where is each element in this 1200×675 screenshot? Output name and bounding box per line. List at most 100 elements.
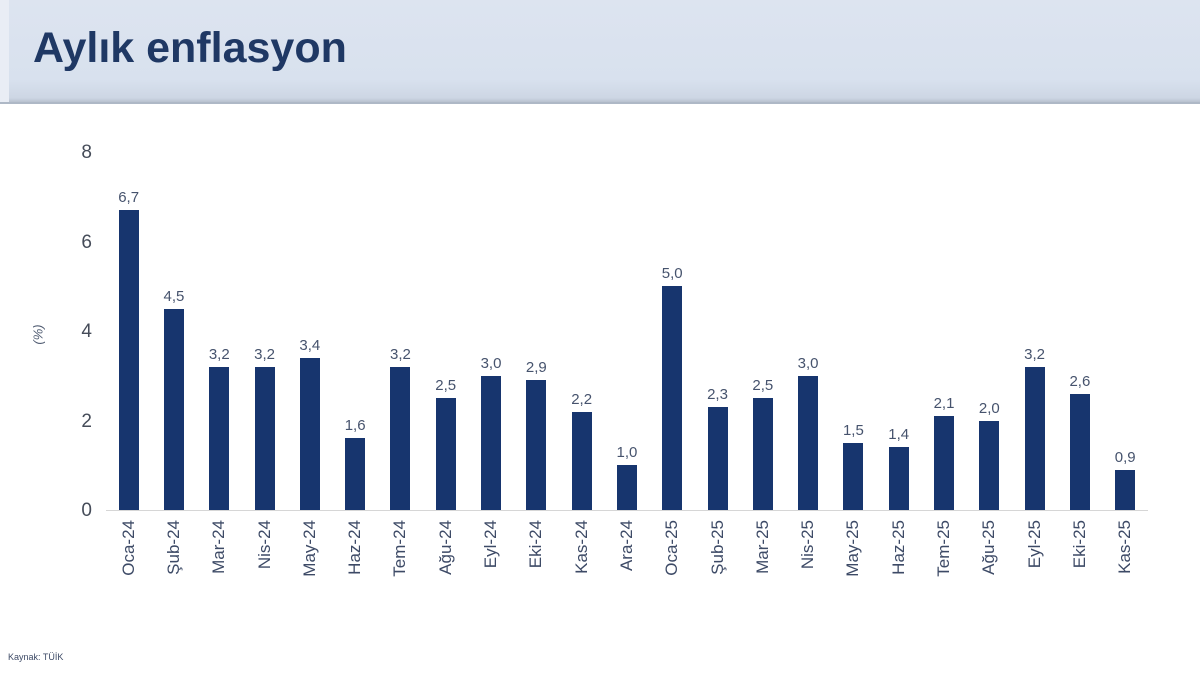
bar [571, 411, 592, 510]
bar-column: 2,3 Şub-25 [695, 152, 740, 575]
y-axis-tick: 8 [81, 142, 92, 163]
x-axis-label: Mar-24 [209, 520, 229, 574]
bar-value-label: 3,0 [797, 354, 819, 372]
x-axis-label: Tem-25 [933, 520, 953, 577]
bar [209, 366, 230, 510]
x-axis-line [106, 510, 1148, 511]
bar [1024, 366, 1045, 510]
bar-value-label: 4,5 [163, 287, 185, 305]
bar-value-label: 3,2 [1024, 345, 1046, 363]
x-axis-label: Eyl-25 [1024, 520, 1044, 569]
x-axis-label: Kas-25 [1115, 520, 1135, 574]
bar-column: 1,5 May-25 [831, 152, 876, 577]
x-axis-label: May-25 [843, 520, 863, 577]
bar-column: 2,0 Ağu-25 [967, 152, 1012, 575]
bar-column: 3,2 Nis-24 [242, 152, 287, 569]
bar-column: 2,6 Eki-25 [1057, 152, 1102, 569]
bar-column: 3,0 Eyl-24 [468, 152, 513, 568]
bar-column: 3,0 Nis-25 [785, 152, 830, 569]
bar-value-label: 2,9 [525, 359, 547, 377]
bar-value-label: 3,4 [299, 336, 321, 354]
bar-value-label: 2,3 [707, 386, 728, 404]
x-axis-label: Mar-25 [752, 520, 772, 574]
bar [1069, 393, 1090, 510]
bar-value-label: 3,2 [208, 345, 230, 363]
bar-value-label: 2,0 [978, 399, 1000, 417]
bar-value-label: 1,6 [344, 417, 366, 435]
bar-column: 3,2 Mar-24 [197, 152, 242, 574]
x-axis-label: Haz-25 [888, 520, 908, 575]
bar-value-label: 2,5 [752, 377, 774, 395]
bar [118, 210, 139, 510]
y-axis-tick: 6 [81, 231, 92, 253]
bar [798, 375, 819, 510]
bar [526, 380, 547, 510]
x-axis-label: Tem-24 [390, 520, 410, 577]
bar-value-label: 2,6 [1069, 372, 1091, 390]
bar [843, 442, 864, 510]
bar-column: 3,2 Tem-24 [378, 152, 423, 577]
bar-value-label: 0,9 [1114, 448, 1136, 466]
bar-column: 5,0 Oca-25 [650, 152, 695, 576]
bar [752, 398, 773, 510]
bar [662, 286, 683, 510]
bar-value-label: 6,7 [118, 189, 140, 207]
bar [299, 357, 320, 510]
bar-value-label: 2,1 [933, 395, 955, 413]
plot-area: 6,7 Oca-24 4,5 Şub-24 3,2 Mar-24 3,2 Nis-24 3,4 M… [106, 152, 1148, 577]
x-axis-label: Kas-24 [571, 520, 591, 574]
bar-column: 1,6 Haz-24 [332, 152, 377, 574]
bar-value-label: 2,5 [435, 377, 457, 395]
x-axis-label: Oca-24 [118, 520, 138, 576]
bar [481, 375, 502, 510]
x-axis-label: Şub-25 [707, 520, 727, 575]
x-axis-label: Eki-24 [526, 520, 546, 569]
bar-column: 3,2 Eyl-25 [1012, 152, 1057, 568]
y-axis-tick: 0 [81, 500, 92, 521]
x-axis-label: Ara-24 [616, 520, 636, 572]
bar-column: 1,4 Haz-25 [876, 152, 921, 574]
bar-value-label: 1,4 [888, 426, 910, 444]
bar [616, 465, 637, 510]
bar [435, 398, 456, 510]
bar [1115, 469, 1136, 510]
bar-column: 2,5 Mar-25 [740, 152, 785, 574]
y-axis-label: (%) [30, 324, 46, 345]
bar-value-label: 1,5 [842, 421, 864, 439]
x-axis-label: Ağu-25 [979, 520, 999, 575]
x-axis-label: Eki-25 [1069, 520, 1089, 569]
x-axis-label: Oca-25 [662, 520, 682, 576]
x-axis-label: May-24 [299, 520, 319, 577]
bar-column: 6,7 Oca-24 [106, 152, 151, 576]
bar-column: 1,0 Ara-24 [604, 152, 649, 571]
y-axis-tick: 2 [81, 410, 92, 432]
bar-column: 0,9 Kas-25 [1103, 152, 1148, 574]
bar [345, 438, 366, 510]
bar-column: 3,4 May-24 [287, 152, 332, 577]
x-axis-label: Eyl-24 [481, 520, 501, 569]
bar-column: 4,5 Şub-24 [151, 152, 196, 575]
bar-column: 2,9 Eki-24 [514, 152, 559, 568]
bar [933, 416, 954, 510]
page-title: Aylık enflasyon [33, 24, 347, 72]
bar-column: 2,1 Tem-25 [921, 152, 966, 577]
bar [888, 447, 909, 510]
y-axis-tick: 4 [81, 321, 92, 342]
bar-value-label: 3,0 [480, 354, 502, 372]
source-note: Kaynak: TÜİK [8, 652, 64, 662]
bar [254, 366, 275, 510]
bar-value-label: 2,2 [571, 390, 593, 408]
x-axis-label: Nis-24 [254, 520, 274, 570]
bar-column: 2,5 Ağu-24 [423, 152, 468, 575]
header-left-strip [0, 0, 9, 102]
bar-value-label: 1,0 [616, 444, 638, 462]
bar [163, 308, 184, 510]
bar-value-label: 3,2 [254, 345, 275, 363]
bar-column: 2,2 Kas-24 [559, 152, 604, 574]
x-axis-label: Haz-24 [345, 520, 365, 575]
x-axis-label: Ağu-24 [435, 520, 455, 575]
x-axis-label: Şub-24 [163, 520, 183, 575]
header-banner: Aylık enflasyon [0, 0, 1200, 104]
